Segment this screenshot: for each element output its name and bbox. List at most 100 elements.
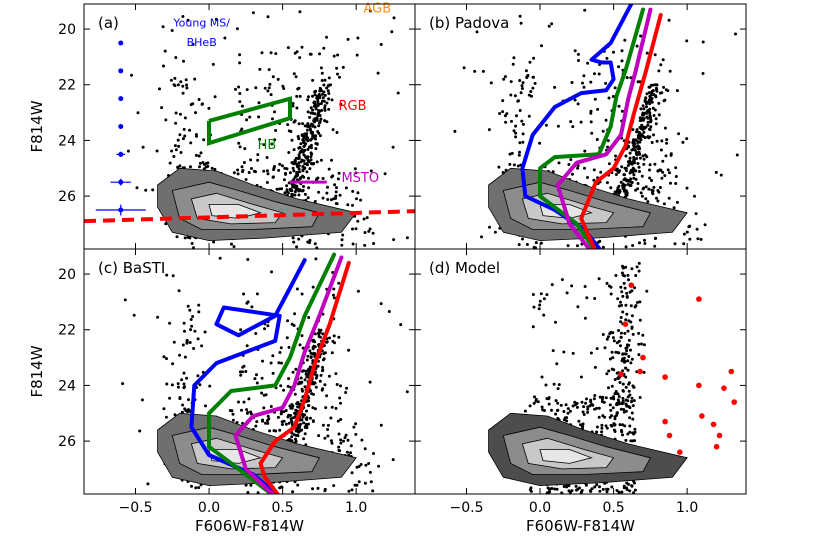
star-point <box>624 438 628 442</box>
star-point <box>653 237 657 240</box>
star-point <box>316 486 320 490</box>
star-point <box>607 96 611 100</box>
star-point <box>301 369 304 373</box>
star-point <box>316 364 320 368</box>
star-point <box>580 489 584 492</box>
star-point <box>644 125 648 129</box>
star-point <box>685 39 689 43</box>
star-point <box>339 438 343 442</box>
star-point <box>371 231 375 235</box>
star-point <box>300 45 304 49</box>
star-point <box>291 104 295 108</box>
star-point <box>644 185 648 189</box>
star-point <box>480 235 483 239</box>
star-point <box>310 152 314 156</box>
star-point <box>583 166 586 170</box>
panel-title: (b) Padova <box>429 14 509 32</box>
star-point <box>244 483 248 487</box>
star-point <box>642 107 646 111</box>
star-point <box>307 176 310 180</box>
star-point <box>620 59 624 63</box>
star-point <box>630 181 634 184</box>
star-point <box>356 36 360 40</box>
star-point <box>641 134 645 138</box>
star-point <box>287 181 291 185</box>
star-point <box>197 310 201 314</box>
star-point <box>540 44 543 48</box>
star-point <box>257 115 261 119</box>
star-point <box>188 308 192 312</box>
star-point <box>632 176 636 180</box>
star-point <box>633 481 636 485</box>
error-bar-point <box>118 151 124 157</box>
star-point <box>351 203 354 207</box>
star-point <box>174 121 178 125</box>
star-point <box>256 491 260 494</box>
star-point <box>617 65 621 69</box>
star-point <box>607 386 610 390</box>
star-point <box>185 86 189 90</box>
star-point <box>626 359 630 363</box>
star-point <box>589 80 593 84</box>
star-point <box>493 230 497 234</box>
star-point <box>266 324 270 328</box>
star-point <box>292 177 296 181</box>
star-point <box>376 71 380 75</box>
star-point <box>302 437 306 441</box>
star-point <box>605 426 609 430</box>
star-point <box>611 336 615 340</box>
star-point <box>297 430 300 434</box>
star-point <box>586 176 589 179</box>
error-bar-point <box>118 207 124 213</box>
star-point <box>642 157 646 161</box>
star-point <box>176 385 180 389</box>
star-point <box>540 405 544 409</box>
star-point <box>183 134 187 138</box>
star-point <box>556 124 560 128</box>
star-point <box>581 422 585 426</box>
star-point <box>633 148 637 152</box>
star-point <box>533 395 536 399</box>
star-point <box>350 488 354 492</box>
star-point <box>311 94 314 98</box>
star-point <box>210 166 214 170</box>
star-point <box>289 189 293 192</box>
star-point <box>335 131 339 134</box>
star-point <box>576 305 580 309</box>
star-point <box>264 421 267 425</box>
star-point <box>392 16 396 20</box>
star-point <box>178 397 182 401</box>
star-point <box>570 284 574 288</box>
star-point <box>560 278 564 282</box>
star-point <box>674 182 678 185</box>
star-point <box>194 486 198 490</box>
star-point <box>323 436 327 440</box>
star-point <box>332 54 336 58</box>
star-point <box>553 487 557 491</box>
star-point <box>628 393 632 397</box>
star-point <box>349 444 353 448</box>
star-point <box>312 119 316 123</box>
star-point <box>387 310 391 313</box>
star-point <box>668 69 672 73</box>
star-point <box>618 381 622 384</box>
star-point <box>183 355 187 359</box>
star-point <box>655 89 659 93</box>
star-point <box>660 139 664 143</box>
star-point <box>607 369 611 373</box>
star-point <box>249 483 253 487</box>
star-point <box>187 409 191 413</box>
star-point <box>345 386 348 390</box>
star-point <box>197 486 201 490</box>
star-point <box>518 79 522 82</box>
star-point <box>642 162 646 166</box>
star-point <box>309 145 313 149</box>
star-point <box>334 194 338 198</box>
star-point <box>198 165 201 169</box>
star-point <box>232 245 236 249</box>
star-point <box>240 165 244 169</box>
star-point <box>281 84 285 88</box>
star-point <box>246 491 250 494</box>
star-point <box>633 439 637 443</box>
star-point <box>189 141 193 145</box>
